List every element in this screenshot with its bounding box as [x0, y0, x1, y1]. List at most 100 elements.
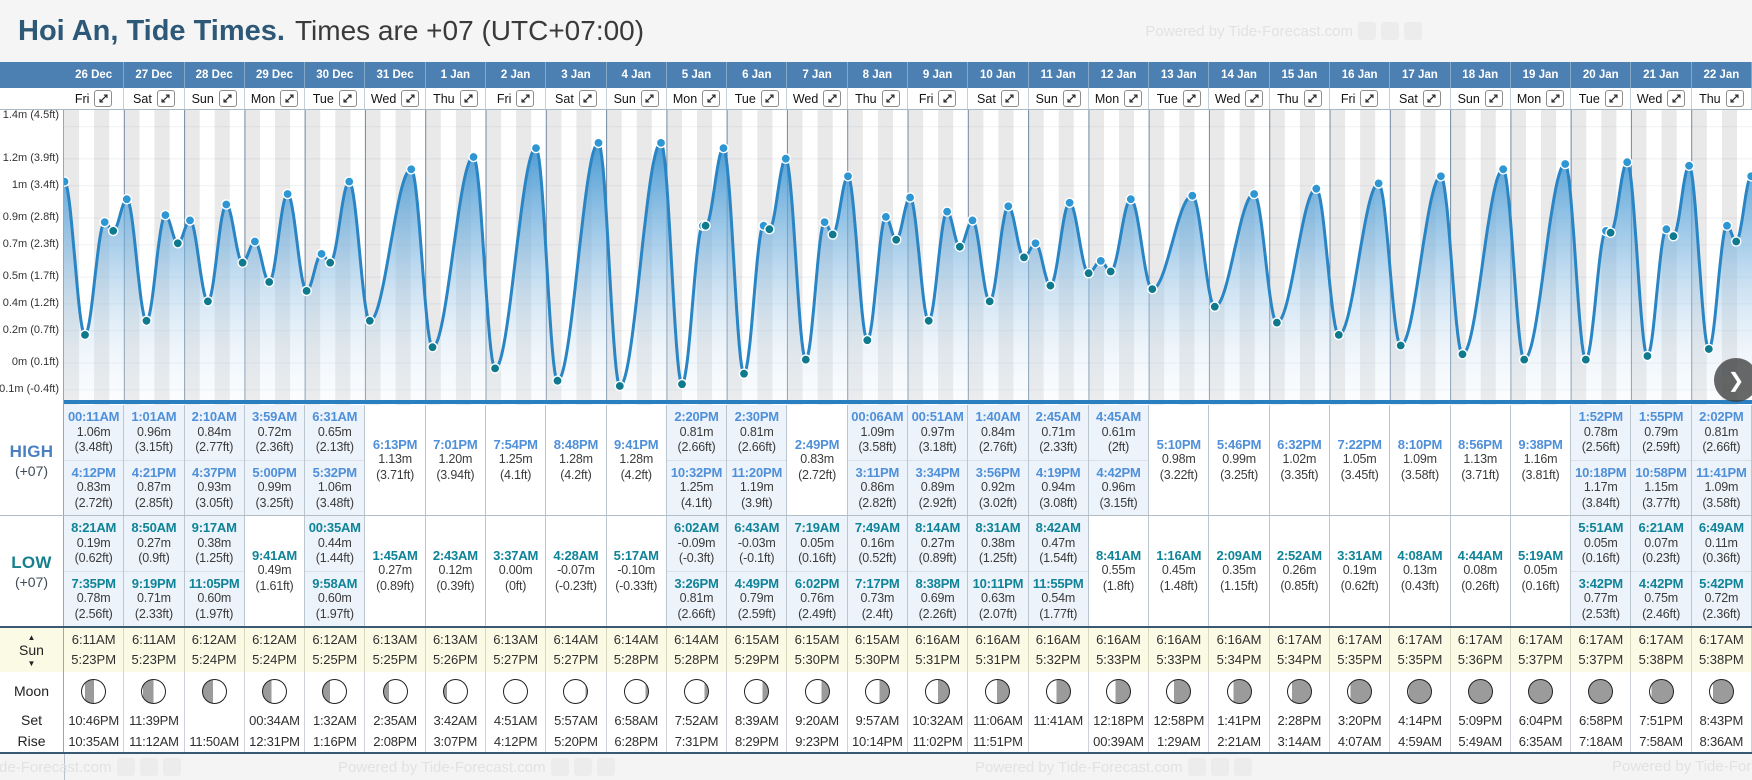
low-tide-height-ft: (0.52ft) [858, 551, 897, 565]
moonset-row: Set 10:46PM 11:39PM 00:34AM 1:32AM 2:35AM 3:4… [0, 710, 1752, 730]
high-tide-row: HIGH (+07) 00:11AM 1.06m (3.48ft) 4:12PM 0.8… [0, 405, 1752, 515]
expand-day-button[interactable] [938, 90, 957, 107]
weekday-cell: Wed [787, 88, 848, 109]
sunset-time: 5:25PM [312, 652, 358, 667]
expand-day-button[interactable] [1484, 90, 1503, 107]
sun-times-cell: 6:14AM 5:28PM [606, 628, 667, 672]
expand-day-button[interactable] [823, 90, 842, 107]
tide-point-high [99, 216, 111, 228]
low-tide-entry: 2:43AM 0.12m (0.39ft) [426, 516, 485, 626]
expand-day-button[interactable] [1667, 90, 1686, 107]
expand-day-button[interactable] [1182, 90, 1201, 107]
date-cell-10-Jan: 10 Jan [968, 62, 1029, 88]
high-tide-time: 1:52PM [1578, 409, 1624, 424]
low-tide-height-ft: (1.97ft) [195, 606, 234, 621]
expand-day-button[interactable] [760, 90, 779, 107]
date-cell-21-Jan: 21 Jan [1631, 62, 1692, 88]
tide-point-high [967, 215, 978, 226]
sunset-time: 5:27PM [493, 652, 539, 667]
high-tide-cell: 7:22PM 1.05m (3.45ft) [1329, 405, 1391, 515]
low-tide-height-ft: (-0.3ft) [678, 551, 715, 565]
moon-phase-icon [1588, 678, 1614, 704]
expand-day-button[interactable] [156, 90, 175, 107]
y-axis-tick-label: 0.5m (1.7ft) [2, 270, 59, 283]
sun-times-cell: 6:12AM 5:24PM [184, 628, 245, 672]
expand-day-button[interactable] [459, 90, 478, 107]
moon-phase-icon [563, 678, 589, 704]
high-tide-cell: 6:31AM 0.65m (2.13ft) 5:32PM 1.06m (3.48ft) [305, 405, 366, 515]
expand-day-button[interactable] [1124, 90, 1143, 107]
expand-day-button[interactable] [1062, 90, 1081, 107]
expand-day-button[interactable] [1303, 90, 1322, 107]
footer-divider [64, 754, 65, 780]
high-tide-height-ft: (2.36ft) [255, 440, 294, 454]
moonset-time-cell: 10:46PM [64, 710, 125, 730]
expand-day-button[interactable] [516, 90, 535, 107]
low-tide-time: 4:49PM [734, 575, 780, 591]
expand-day-button[interactable] [218, 90, 237, 107]
moonset-time-cell: 11:06AM [968, 710, 1029, 730]
next-dates-button[interactable]: ❯ [1714, 358, 1752, 402]
expand-day-button[interactable] [1000, 90, 1019, 107]
high-tide-height-m: 0.61m [1101, 424, 1136, 439]
low-tide-height-m: 0.07m [1644, 535, 1678, 550]
expand-day-button[interactable] [640, 90, 659, 107]
watermark-footer: Powered by Tide-Forecast.com [975, 758, 1252, 776]
expand-icon [1672, 94, 1681, 103]
moonset-time-cell: 1:32AM [305, 710, 366, 730]
expand-day-button[interactable] [1546, 90, 1565, 107]
low-tide-height-m: 0.12m [438, 563, 473, 578]
weekday-label: Wed [792, 91, 819, 106]
high-tide-entry: 8:10PM 1.09m (3.58ft) [1390, 405, 1449, 515]
moon-phase-cell [184, 672, 245, 710]
low-tide-cell: 3:31AM 0.19m (0.62ft) [1329, 516, 1391, 626]
tide-point-high [121, 193, 133, 205]
weekday-row: Fri Sat Sun Mon Tue Wed Thu Fri Sat Sun Mon Tue Wed T… [0, 88, 1752, 110]
expand-day-button[interactable] [401, 90, 420, 107]
expand-day-button[interactable] [702, 90, 721, 107]
expand-day-button[interactable] [881, 90, 900, 107]
y-axis-tick-label: 0.7m (2.3ft) [2, 237, 59, 250]
high-tide-height-ft: (2.56ft) [1581, 440, 1620, 454]
tide-point-low [427, 341, 438, 353]
tide-point-low [1271, 317, 1283, 328]
high-tide-height-m: 0.97m [920, 424, 955, 439]
high-tide-cell: 00:06AM 1.09m (3.58ft) 3:11PM 0.86m (2.82ft) [847, 405, 908, 515]
high-tide-height-ft: (2ft) [1107, 440, 1130, 454]
expand-day-button[interactable] [280, 90, 299, 107]
high-tide-height-m: 1.20m [438, 452, 473, 467]
high-tide-entry: 7:22PM 1.05m (3.45ft) [1330, 405, 1389, 515]
moon-phase-icon [925, 678, 951, 704]
low-tide-height-m: 0.11m [1704, 535, 1738, 550]
low-tide-height-m: 0.78m [76, 591, 111, 605]
moon-phase-cell [1691, 672, 1752, 710]
low-tide-cell: 1:45AM 0.27m (0.89ft) [365, 516, 426, 626]
high-tide-time: 10:58PM [1635, 464, 1687, 480]
expand-day-button[interactable] [1725, 90, 1744, 107]
low-tide-cell: 4:44AM 0.08m (0.26ft) [1450, 516, 1511, 626]
tide-point-low [263, 276, 275, 288]
expand-day-button[interactable] [1360, 90, 1379, 107]
low-label: LOW [11, 552, 52, 572]
weekday-cell: Mon [666, 88, 728, 109]
set-row-label: Set [0, 710, 64, 730]
expand-day-button[interactable] [94, 90, 113, 107]
high-tide-height-m: 0.96m [137, 424, 171, 439]
weekday-label: Mon [1516, 91, 1542, 106]
low-tide-height-m: -0.03m [737, 535, 776, 550]
high-tide-time: 1:55PM [1638, 409, 1684, 424]
expand-day-button[interactable] [1604, 90, 1623, 107]
y-axis-tick-label: 1.4m (4.5ft) [2, 110, 59, 121]
expand-day-button[interactable] [1245, 90, 1264, 107]
low-tide-entry: 00:35AM 0.44m (1.44ft) [305, 516, 364, 571]
high-tide-cell: 2:02PM 0.81m (2.66ft) 11:41PM 1.09m (3.58ft) [1691, 405, 1752, 515]
moonset-time-cell: 8:43PM [1691, 710, 1752, 730]
low-tz-label: (+07) [14, 573, 49, 590]
expand-day-button[interactable] [338, 90, 357, 107]
expand-day-button[interactable] [578, 90, 597, 107]
expand-day-button[interactable] [1422, 90, 1441, 107]
date-cell-9-Jan: 9 Jan [907, 62, 969, 88]
low-tide-height-m: 0.38m [197, 535, 232, 550]
sun-times-cell: 6:16AM 5:31PM [907, 628, 969, 672]
high-tide-entry: 00:51AM 0.97m (3.18ft) [908, 405, 967, 460]
